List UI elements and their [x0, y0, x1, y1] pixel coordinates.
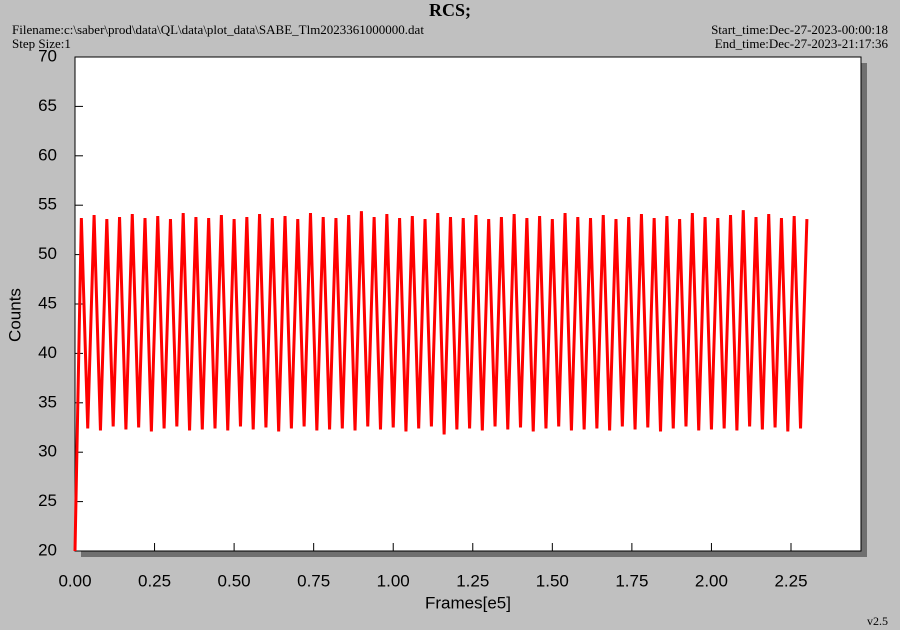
y-tick-label: 25 [38, 491, 57, 510]
y-tick-label: 20 [38, 540, 57, 559]
y-axis-label: Counts [5, 288, 24, 342]
y-tick-label: 70 [38, 46, 57, 65]
start-time: Start_time:Dec-27-2023-00:00:18 [711, 22, 888, 37]
end-time: End_time:Dec-27-2023-21:17:36 [715, 36, 889, 51]
y-tick-label: 30 [38, 442, 57, 461]
x-tick-label: 0.50 [218, 571, 251, 590]
x-axis-label: Frames[e5] [425, 593, 511, 612]
x-tick-label: 1.75 [615, 571, 648, 590]
x-tick-label: 0.25 [138, 571, 171, 590]
y-tick-label: 40 [38, 343, 57, 362]
version: v2.5 [867, 614, 888, 628]
filename: Filename:c:\saber\prod\data\QL\data\plot… [12, 22, 424, 37]
y-tick-label: 35 [38, 392, 57, 411]
x-tick-label: 0.00 [58, 571, 91, 590]
x-tick-label: 0.75 [297, 571, 330, 590]
x-tick-label: 1.25 [456, 571, 489, 590]
step-size: Step Size:1 [12, 36, 71, 51]
y-tick-label: 60 [38, 145, 57, 164]
data-line [73, 210, 809, 552]
y-tick-label: 50 [38, 244, 57, 263]
x-tick-label: 2.25 [774, 571, 807, 590]
y-tick-label: 55 [38, 195, 57, 214]
x-tick-label: 2.00 [695, 571, 728, 590]
x-tick-label: 1.00 [377, 571, 410, 590]
y-tick-label: 45 [38, 293, 57, 312]
x-tick-label: 1.50 [536, 571, 569, 590]
chart-title: RCS; [429, 0, 471, 20]
y-tick-label: 65 [38, 96, 57, 115]
